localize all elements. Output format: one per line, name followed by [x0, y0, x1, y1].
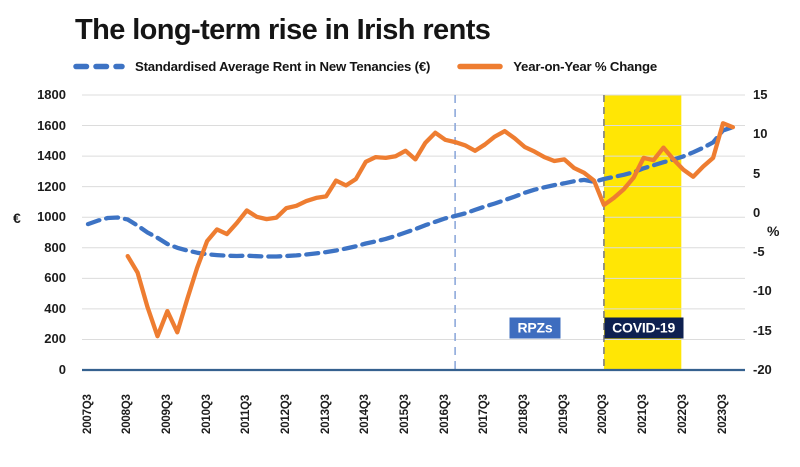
- legend-item-rent: Standardised Average Rent in New Tenanci…: [72, 59, 430, 74]
- euro-axis-unit-label: €: [13, 210, 21, 226]
- solid-line-swatch-icon: [457, 63, 503, 70]
- y-left-tick-label: 1000: [37, 209, 66, 225]
- x-axis-tick-label: 2013Q3: [319, 394, 332, 434]
- rent-series-line: [85, 124, 736, 259]
- y-left-tick-label: 1800: [37, 87, 66, 102]
- x-axis-tick-label: 2018Q3: [518, 394, 531, 434]
- y-left-tick-label: 1400: [37, 148, 66, 164]
- x-axis-tick-label: 2011Q3: [240, 394, 253, 434]
- y-right-tick-label: -20: [753, 362, 772, 377]
- chart-legend: Standardised Average Rent in New Tenanci…: [72, 59, 657, 74]
- y-left-tick-label: 400: [44, 300, 66, 316]
- rpz-annotation-badge: RPZs: [509, 317, 561, 339]
- x-axis-tick-label: 2017Q3: [478, 394, 491, 434]
- x-axis-tick-label: 2022Q3: [676, 394, 689, 434]
- x-axis-tick-label: 2015Q3: [399, 394, 411, 434]
- y-right-tick-label: 15: [753, 87, 768, 102]
- legend-label-yoy: Year-on-Year % Change: [513, 59, 658, 74]
- x-axis-tick-label: 2020Q3: [597, 394, 610, 434]
- y-left-tick-label: 1600: [37, 117, 66, 133]
- x-axis-tick-label: 2023Q3: [716, 394, 729, 434]
- y-left-tick-label: 200: [44, 331, 66, 347]
- y-left-tick-label: 800: [44, 239, 66, 255]
- y-right-tick-label: -10: [753, 283, 772, 299]
- x-axis-tick-label: 2008Q3: [121, 394, 134, 434]
- y-right-tick-label: -15: [753, 322, 772, 338]
- y-right-tick-label: 5: [753, 165, 761, 181]
- dashed-line-swatch-icon: [73, 63, 125, 70]
- x-axis-tick-label: 2010Q3: [200, 394, 213, 434]
- x-axis-tick-label: 2007Q3: [81, 394, 94, 434]
- chart-title: The long-term rise in Irish rents: [75, 14, 491, 46]
- y-left-tick-label: 0: [58, 362, 66, 377]
- covid-annotation-badge: COVID-19: [604, 317, 684, 339]
- x-axis-tick-label: 2021Q3: [637, 394, 650, 434]
- y-right-tick-label: 0: [753, 204, 761, 220]
- x-axis-tick-label: 2016Q3: [438, 394, 451, 434]
- yoy-series-line: [125, 121, 736, 339]
- percent-axis-unit-label: %: [767, 223, 780, 239]
- y-right-tick-label: 10: [753, 126, 768, 142]
- legend-label-rent: Standardised Average Rent in New Tenanci…: [135, 59, 431, 74]
- legend-item-yoy: Year-on-Year % Change: [456, 59, 657, 74]
- x-axis-tick-label: 2009Q3: [160, 394, 173, 434]
- x-axis-tick-label: 2014Q3: [359, 394, 372, 434]
- y-right-tick-label: -5: [753, 244, 765, 260]
- y-left-tick-label: 1200: [37, 178, 66, 194]
- y-left-tick-label: 600: [44, 270, 66, 286]
- x-axis-tick-label: 2019Q3: [557, 394, 570, 434]
- x-axis-tick-label: 2012Q3: [279, 394, 292, 434]
